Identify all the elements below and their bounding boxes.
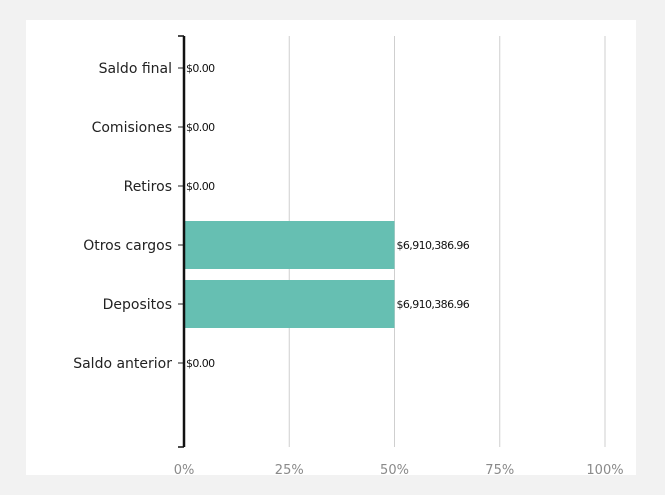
data-label: $0.00 xyxy=(186,62,215,75)
data-label: $0.00 xyxy=(186,121,215,134)
category-label: Retiros xyxy=(124,179,172,195)
x-tick-label: 50% xyxy=(380,463,409,478)
x-tick-label: 0% xyxy=(174,463,195,478)
data-label: $0.00 xyxy=(186,180,215,193)
bar[interactable] xyxy=(184,221,395,269)
category-label: Saldo final xyxy=(99,61,172,77)
x-tick-label: 100% xyxy=(586,463,623,478)
data-label: $6,910,386.96 xyxy=(397,239,470,252)
category-label: Saldo anterior xyxy=(73,356,172,372)
x-tick-label: 25% xyxy=(275,463,304,478)
x-tick-label: 75% xyxy=(485,463,514,478)
category-label: Depositos xyxy=(103,297,172,313)
category-label: Comisiones xyxy=(92,120,172,136)
data-label: $0.00 xyxy=(186,357,215,370)
category-label: Otros cargos xyxy=(83,238,172,254)
bar[interactable] xyxy=(184,280,395,328)
data-label: $6,910,386.96 xyxy=(397,298,470,311)
